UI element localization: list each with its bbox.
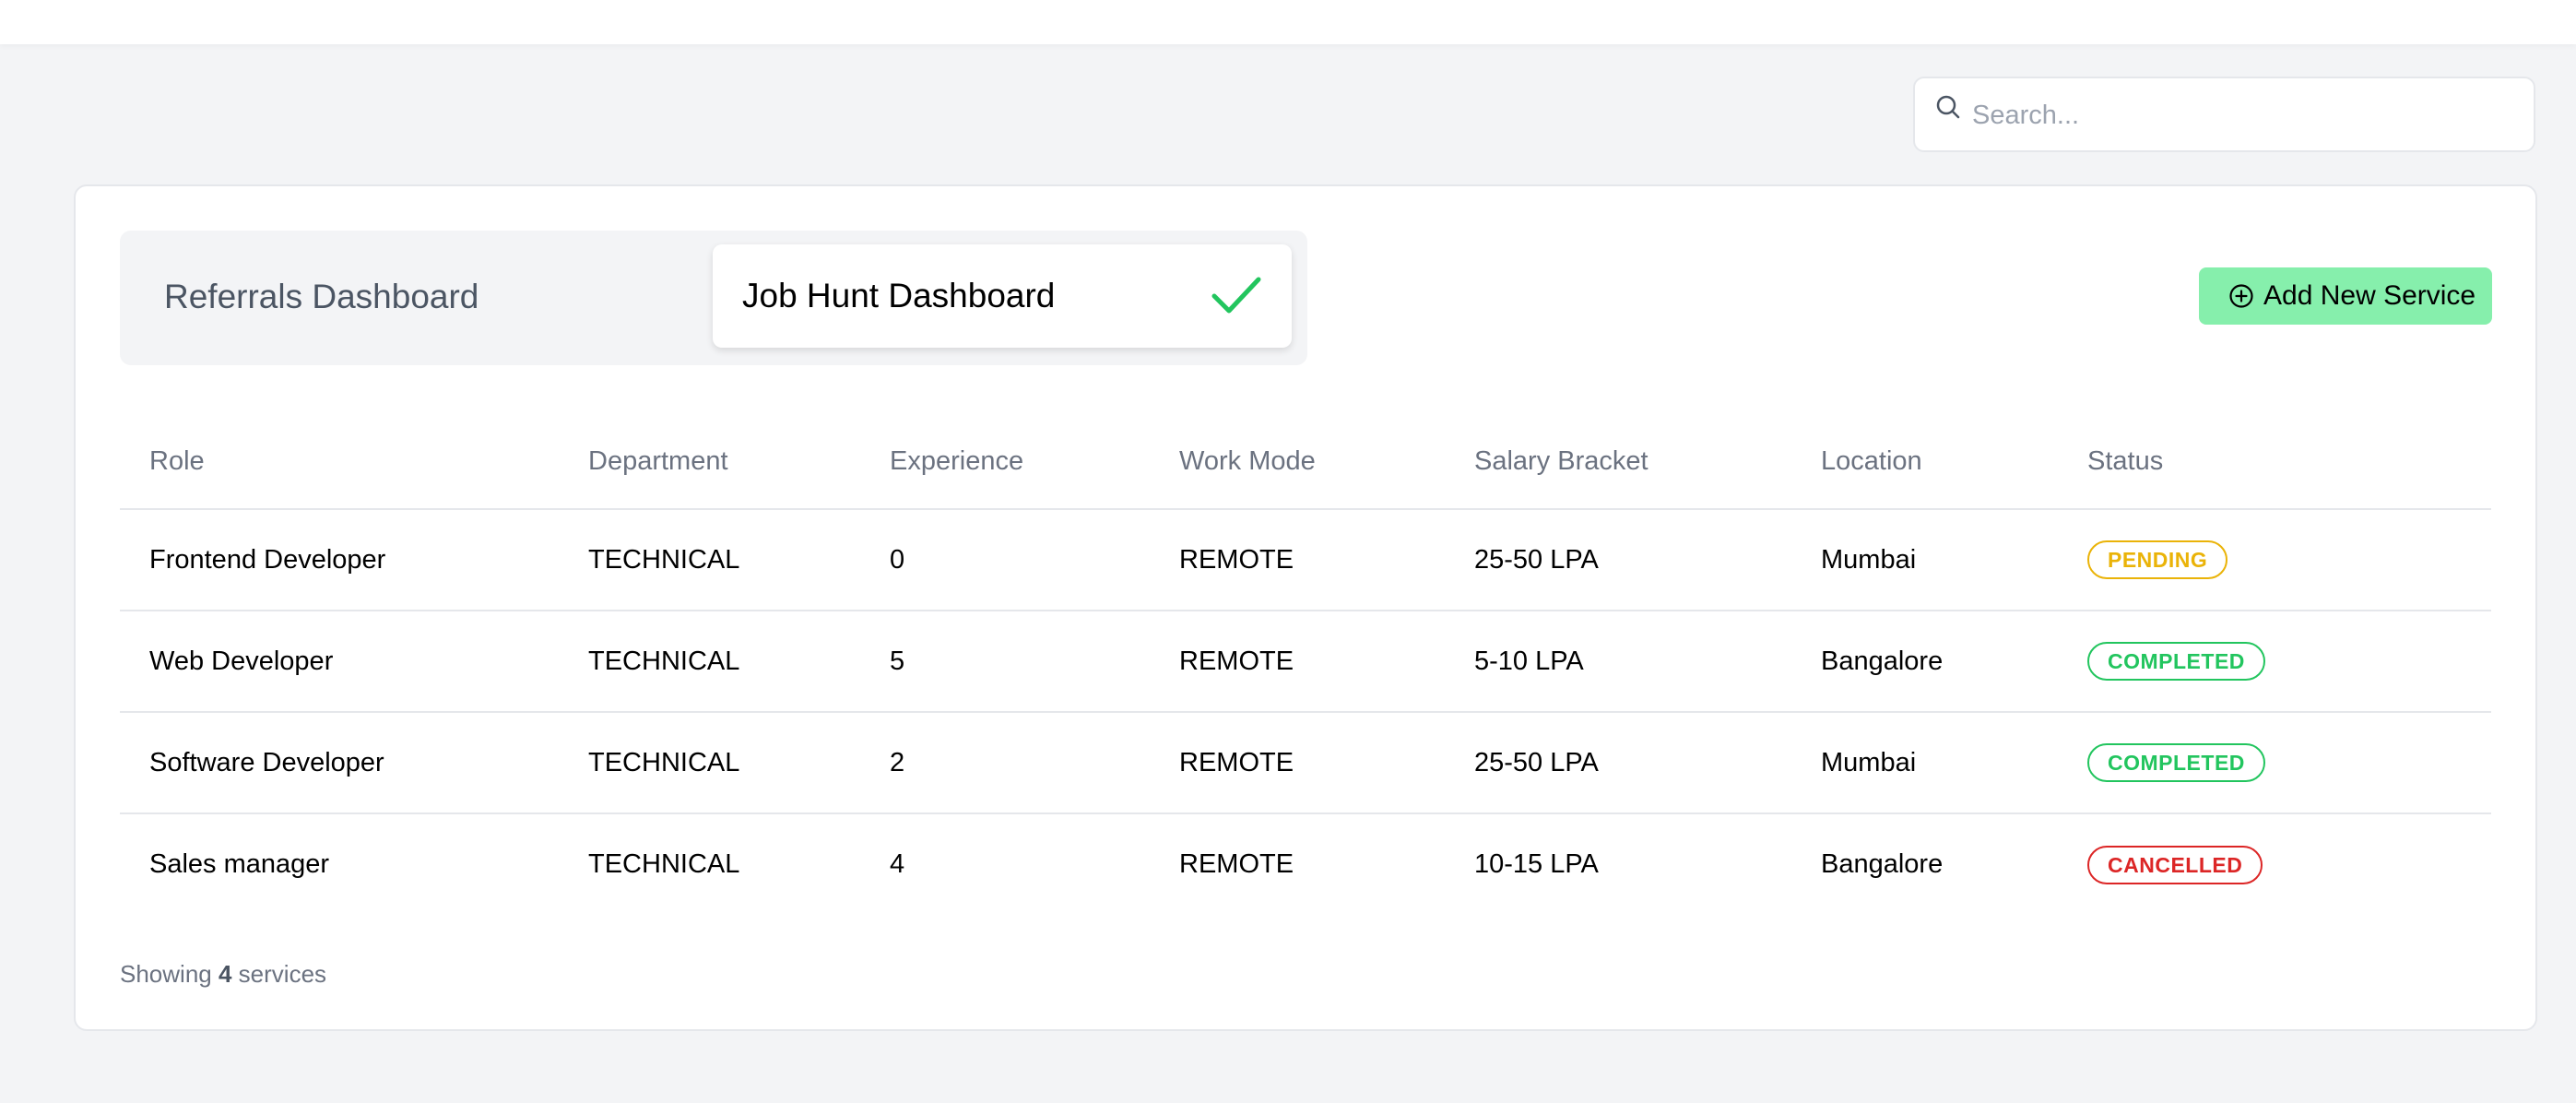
cell-status: COMPLETED <box>2058 611 2491 713</box>
cell-location: Mumbai <box>1791 509 2058 611</box>
cell-work-mode: REMOTE <box>1179 849 1294 879</box>
plus-circle-icon <box>2229 284 2253 308</box>
results-count: Showing 4 services <box>120 955 326 992</box>
table-row[interactable]: Sales manager TECHNICAL 4 REMOTE 10-15 L… <box>120 813 2491 915</box>
cell-status: CANCELLED <box>2058 813 2491 915</box>
search-icon <box>1936 95 1960 119</box>
column-header-status[interactable]: Status <box>2058 415 2491 510</box>
cell-location: Bangalore <box>1791 611 2058 713</box>
results-count-number: 4 <box>218 960 232 988</box>
table-row[interactable]: Frontend Developer TECHNICAL 0 REMOTE 25… <box>120 509 2491 611</box>
table-row[interactable]: Web Developer TECHNICAL 5 REMOTE 5-10 LP… <box>120 611 2491 713</box>
column-header-role[interactable]: Role <box>120 415 559 510</box>
results-count-prefix: Showing <box>120 960 212 988</box>
services-card: Referrals Dashboard Job Hunt Dashboard A… <box>74 184 2537 1031</box>
add-new-service-button[interactable]: Add New Service <box>2199 267 2492 325</box>
cell-work-mode: REMOTE <box>1150 611 1445 713</box>
tab-job-hunt-dashboard[interactable]: Job Hunt Dashboard <box>713 244 1292 348</box>
column-header-experience[interactable]: Experience <box>860 415 1150 510</box>
table-row[interactable]: Software Developer TECHNICAL 2 REMOTE 25… <box>120 712 2491 814</box>
status-badge: COMPLETED <box>2087 642 2265 681</box>
search-box[interactable] <box>1913 77 2535 152</box>
column-header-location[interactable]: Location <box>1791 415 2058 510</box>
tab-referrals-dashboard[interactable]: Referrals Dashboard <box>164 278 479 315</box>
cell-role: Sales manager <box>149 849 330 879</box>
cell-salary: 25-50 LPA <box>1445 712 1791 814</box>
cell-salary: 25-50 LPA <box>1445 509 1791 611</box>
cell-salary: 10-15 LPA <box>1474 849 1599 879</box>
cell-role: Frontend Developer <box>120 509 559 611</box>
cell-department: TECHNICAL <box>559 509 860 611</box>
cell-location: Bangalore <box>1821 849 1944 879</box>
cell-status: COMPLETED <box>2058 712 2491 814</box>
cell-experience: 5 <box>860 611 1150 713</box>
status-badge: CANCELLED <box>2087 845 2263 884</box>
table-header-row: Role Department Experience Work Mode Sal… <box>120 415 2491 510</box>
cell-work-mode: REMOTE <box>1150 509 1445 611</box>
check-icon <box>1211 277 1261 314</box>
cell-location: Mumbai <box>1791 712 2058 814</box>
status-badge: PENDING <box>2087 540 2228 579</box>
cell-experience: 0 <box>860 509 1150 611</box>
dashboard-tabs: Referrals Dashboard Job Hunt Dashboard <box>120 231 1307 365</box>
top-bar <box>0 0 2576 44</box>
column-header-salary-bracket[interactable]: Salary Bracket <box>1445 415 1791 510</box>
cell-experience: 2 <box>860 712 1150 814</box>
cell-role: Software Developer <box>120 712 559 814</box>
cell-salary: 5-10 LPA <box>1445 611 1791 713</box>
services-table: Role Department Experience Work Mode Sal… <box>120 415 2491 915</box>
column-header-work-mode[interactable]: Work Mode <box>1150 415 1445 510</box>
add-new-service-label: Add New Service <box>2263 280 2476 311</box>
cell-work-mode: REMOTE <box>1150 712 1445 814</box>
column-header-department[interactable]: Department <box>559 415 860 510</box>
cell-department: TECHNICAL <box>559 712 860 814</box>
results-count-suffix: services <box>238 960 327 988</box>
tab-job-hunt-label: Job Hunt Dashboard <box>742 277 1056 314</box>
cell-department: TECHNICAL <box>559 611 860 713</box>
cell-role: Web Developer <box>120 611 559 713</box>
search-input[interactable] <box>1972 93 2516 137</box>
cell-status: PENDING <box>2058 509 2491 611</box>
cell-department: TECHNICAL <box>588 849 740 879</box>
status-badge: COMPLETED <box>2087 743 2265 782</box>
cell-experience: 4 <box>890 849 905 879</box>
